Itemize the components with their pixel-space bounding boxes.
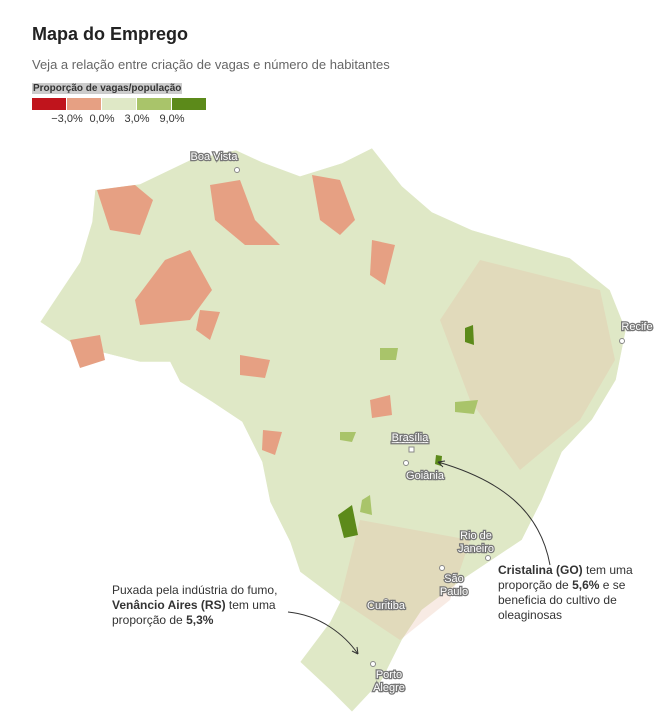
region-patches [70,175,395,455]
city-label: Curitiba [367,600,406,612]
legend-swatch [67,98,101,110]
legend-label: 3,0% [124,113,149,125]
dark-green-patches [338,325,474,538]
annotation-text: e se beneficia do cultivo de oleaginosas [498,578,629,622]
legend-swatch [172,98,206,110]
legend-label: 0,0% [89,113,114,125]
annotation-text: 5,6% [572,578,600,592]
title: Mapa do Emprego [32,24,189,44]
legend-swatch [32,98,66,110]
annotation-text: 5,3% [186,613,214,627]
legend-swatch [137,98,171,110]
legend: −3,0% 0,0% 3,0% 9,0% [32,98,206,125]
annotation-text: Cristalina (GO) [498,563,583,577]
city-labels: Boa Vista Recife Brasília Goiânia Rio deJane… [189,150,654,696]
legend-title: Proporção de vagas/população [32,83,183,94]
annotation-text: Puxada pela indústria do fumo, [112,583,281,597]
legend-label: 9,0% [159,113,184,125]
city-label: Porto [376,669,402,681]
city-label: São [444,573,464,585]
subtitle: Veja a relação entre criação de vagas e … [32,57,390,72]
scattered-patches [340,260,615,640]
annotation-text: tem uma proporção de [498,563,637,592]
city-label: Goiânia [406,470,445,482]
annotation: Cristalina (GO) tem uma proporção de 5,6… [498,563,638,623]
city-label: Paulo [440,586,468,598]
legend-swatch [102,98,136,110]
city-dots [234,167,625,667]
legend-label: −3,0% [51,113,83,125]
green-patches [340,348,478,515]
city-label: Brasília [392,432,430,444]
annotation-text: tem uma proporção de [112,598,279,627]
city-label: Recife [621,321,652,333]
arrows [287,460,551,655]
city-label: Alegre [373,682,405,694]
city-label: Boa Vista [191,151,239,163]
annotation-text: Venâncio Aires (RS) [112,598,226,612]
city-label: Rio de [460,530,492,542]
annotation: Puxada pela indústria do fumo, Venâncio … [112,583,297,628]
city-label: Janeiro [458,543,494,555]
